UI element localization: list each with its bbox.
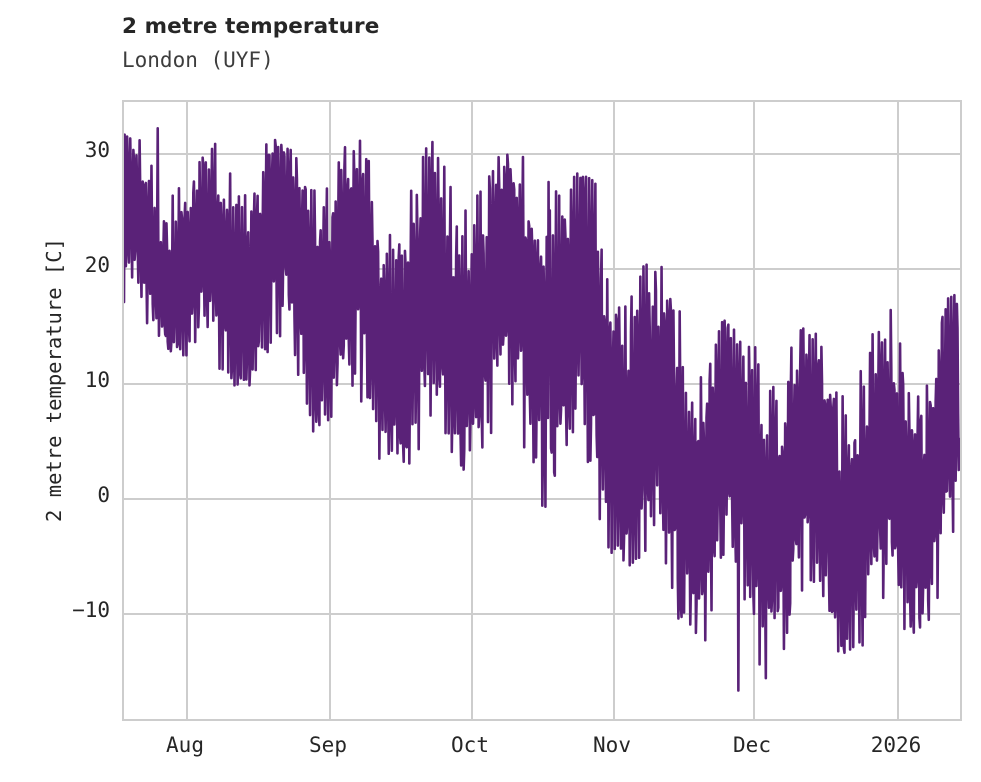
- gridline-horizontal: [124, 152, 960, 155]
- x-tick-label: Dec: [733, 733, 771, 757]
- x-tick-label: Sep: [309, 733, 347, 757]
- x-tick-label: 2026: [870, 733, 922, 757]
- chart-subtitle: London (UYF): [122, 48, 274, 72]
- plot-area: [122, 100, 962, 721]
- x-tick-label: Aug: [166, 733, 204, 757]
- temperature-series: [124, 126, 960, 692]
- y-axis-tick-labels: 30 20 10 0 −10: [22, 100, 110, 721]
- gridline-horizontal: [124, 612, 960, 615]
- gridline-vertical: [186, 102, 188, 719]
- y-tick-label: 20: [84, 252, 110, 277]
- x-tick-label: Oct: [451, 733, 489, 757]
- y-tick-label: −10: [72, 597, 110, 622]
- x-tick-label: Nov: [593, 733, 631, 757]
- temperature-line: [124, 126, 960, 692]
- chart-title: 2 metre temperature: [122, 14, 380, 39]
- y-tick-label: 30: [84, 137, 110, 162]
- x-axis-tick-labels: Aug Sep Oct Nov Dec 2026: [0, 733, 981, 767]
- y-tick-label: 0: [97, 482, 110, 507]
- y-tick-label: 10: [84, 367, 110, 392]
